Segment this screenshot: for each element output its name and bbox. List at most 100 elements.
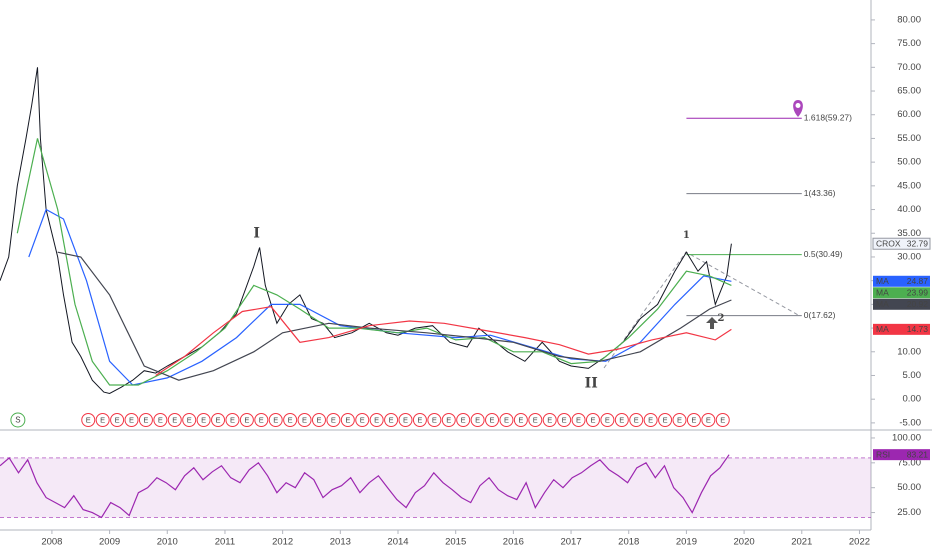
y-tick-label: 35.00 bbox=[897, 228, 921, 239]
series-line bbox=[28, 208, 732, 386]
earnings-marker bbox=[398, 413, 413, 427]
series-line bbox=[57, 251, 732, 381]
earnings-marker bbox=[110, 413, 125, 427]
y-tick-label: 60.00 bbox=[897, 109, 921, 120]
earnings-label: E bbox=[576, 415, 581, 424]
earnings-label: E bbox=[417, 415, 422, 424]
y-tick-label: 50.00 bbox=[897, 482, 921, 493]
earnings-marker bbox=[441, 413, 456, 427]
earnings-label: E bbox=[562, 415, 567, 424]
earnings-label: E bbox=[634, 415, 639, 424]
y-tick-label: 5.00 bbox=[903, 370, 922, 381]
earnings-marker bbox=[369, 413, 384, 427]
earnings-label: E bbox=[518, 415, 523, 424]
earnings-marker bbox=[297, 413, 312, 427]
earnings-label: E bbox=[706, 415, 711, 424]
x-tick-label: 2013 bbox=[330, 537, 351, 548]
earnings-label: E bbox=[201, 415, 206, 424]
last-value-label: 32.79 bbox=[907, 238, 929, 248]
pin-marker bbox=[793, 100, 803, 117]
earnings-marker bbox=[138, 413, 153, 427]
fib-label: 1.618(59.27) bbox=[804, 112, 852, 122]
earnings-label: E bbox=[86, 415, 91, 424]
earnings-label: E bbox=[244, 415, 249, 424]
y-tick-label: 70.00 bbox=[897, 62, 921, 73]
earnings-label: E bbox=[403, 415, 408, 424]
earnings-marker bbox=[124, 413, 139, 427]
earnings-marker bbox=[701, 413, 716, 427]
pin-hole bbox=[795, 103, 801, 108]
earnings-marker bbox=[499, 413, 514, 427]
y-tick-label: 100.00 bbox=[892, 432, 921, 443]
earnings-marker bbox=[542, 413, 557, 427]
y-tick-label: 10.00 bbox=[897, 346, 921, 357]
earnings-label: E bbox=[259, 415, 264, 424]
earnings-label: E bbox=[663, 415, 668, 424]
y-tick-label: 65.00 bbox=[897, 86, 921, 97]
last-value-label: 24.87 bbox=[907, 276, 929, 286]
earnings-label: E bbox=[691, 415, 696, 424]
earnings-marker bbox=[283, 413, 298, 427]
earnings-marker bbox=[239, 413, 254, 427]
earnings-label: E bbox=[216, 415, 221, 424]
last-value-box bbox=[872, 237, 931, 250]
earnings-label: E bbox=[475, 415, 480, 424]
earnings-label: E bbox=[273, 415, 278, 424]
earnings-label: E bbox=[533, 415, 538, 424]
earnings-marker bbox=[225, 413, 240, 427]
last-value-label: 23.99 bbox=[907, 288, 929, 298]
rsi-band bbox=[0, 457, 871, 518]
earnings-label: E bbox=[547, 415, 552, 424]
pin-shape bbox=[793, 100, 803, 117]
last-value-box bbox=[873, 323, 930, 335]
y-tick-label: 50.00 bbox=[897, 157, 921, 168]
x-tick-label: 2020 bbox=[734, 537, 755, 548]
split-marker bbox=[10, 412, 26, 428]
earnings-marker bbox=[513, 413, 528, 427]
y-tick-label: 75.00 bbox=[897, 457, 921, 468]
earnings-label: E bbox=[143, 415, 148, 424]
earnings-label: E bbox=[345, 415, 350, 424]
earnings-label: E bbox=[230, 415, 235, 424]
x-tick-label: 2012 bbox=[272, 537, 293, 548]
series-line bbox=[0, 454, 730, 519]
earnings-label: E bbox=[504, 415, 509, 424]
earnings-label: E bbox=[590, 415, 595, 424]
earnings-marker bbox=[629, 413, 644, 427]
last-value-name: MA bbox=[876, 276, 889, 286]
earnings-marker bbox=[196, 413, 211, 427]
earnings-marker bbox=[311, 413, 326, 427]
earnings-marker bbox=[686, 413, 701, 427]
earnings-label: E bbox=[619, 415, 624, 424]
earnings-label: E bbox=[129, 415, 134, 424]
earnings-label: E bbox=[490, 415, 495, 424]
fib-label: 1(43.36) bbox=[804, 188, 836, 198]
fib-label: 0(17.62) bbox=[804, 310, 836, 320]
last-value-box bbox=[873, 287, 930, 299]
earnings-marker bbox=[340, 413, 355, 427]
last-value-label: 20.92 bbox=[907, 299, 929, 309]
x-tick-label: 2015 bbox=[445, 537, 466, 548]
y-tick-label: 75.00 bbox=[897, 38, 921, 49]
wave-label: 2 bbox=[718, 313, 725, 324]
x-tick-label: 2016 bbox=[503, 537, 524, 548]
earnings-marker bbox=[268, 413, 283, 427]
earnings-marker bbox=[585, 413, 600, 427]
y-tick-label: -5.00 bbox=[899, 417, 921, 428]
last-value-name: RSI bbox=[876, 449, 890, 459]
last-value-name: CROX bbox=[876, 238, 901, 248]
earnings-marker bbox=[167, 413, 182, 427]
earnings-label: E bbox=[302, 415, 307, 424]
earnings-label: E bbox=[677, 415, 682, 424]
x-tick-label: 2017 bbox=[560, 537, 581, 548]
earnings-label: E bbox=[432, 415, 437, 424]
x-tick-label: 2010 bbox=[157, 537, 178, 548]
earnings-label: E bbox=[446, 415, 451, 424]
wave-label: I bbox=[253, 225, 260, 241]
earnings-marker bbox=[456, 413, 471, 427]
last-value-name: MA bbox=[876, 288, 889, 298]
earnings-label: E bbox=[100, 415, 105, 424]
y-tick-label: 40.00 bbox=[897, 204, 921, 215]
y-tick-label: 30.00 bbox=[897, 251, 921, 262]
